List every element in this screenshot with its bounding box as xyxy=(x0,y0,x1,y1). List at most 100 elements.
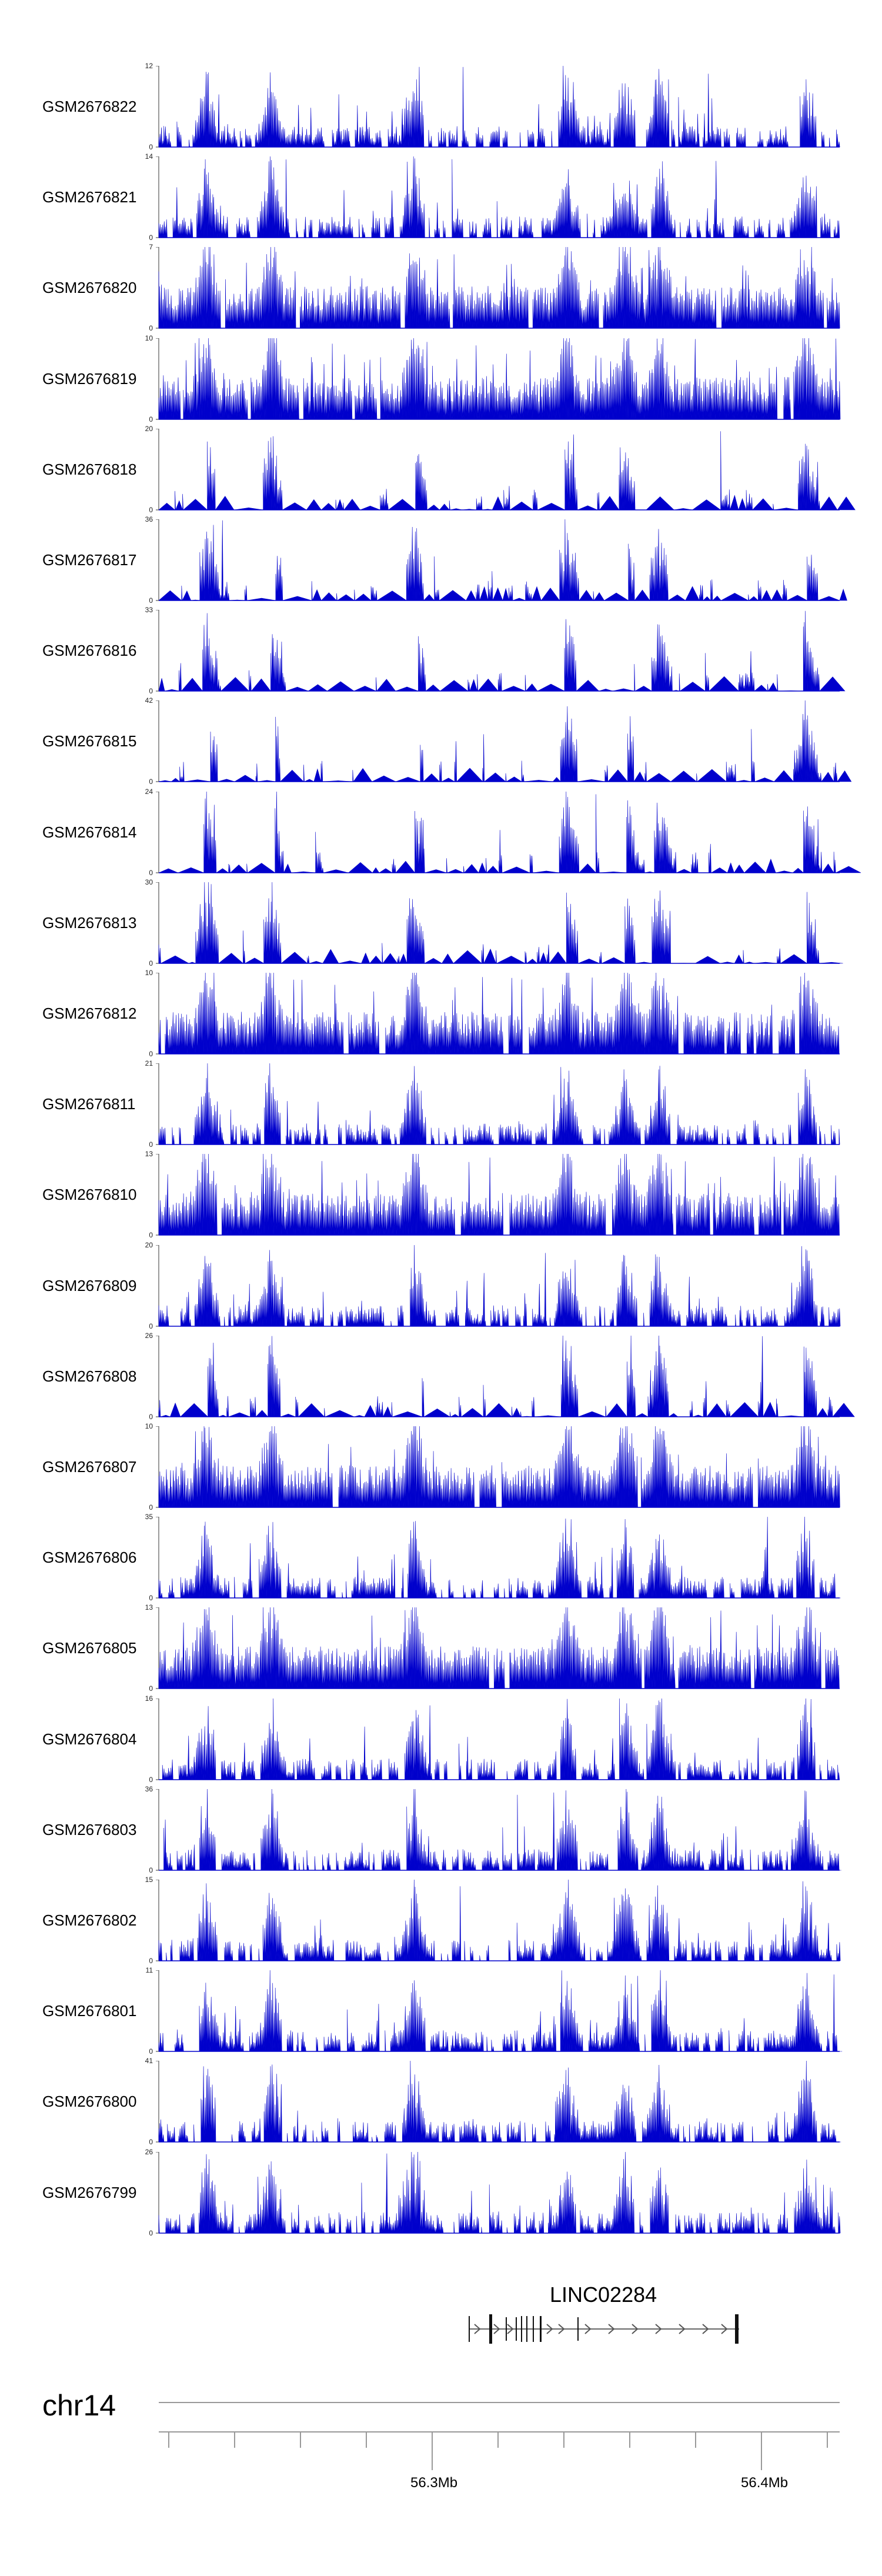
track-ymin-label: 0 xyxy=(149,1775,153,1784)
coverage-track xyxy=(156,1154,840,1236)
track-ymax-label: 26 xyxy=(145,2147,153,2156)
track-ymax-label: 15 xyxy=(145,1876,153,1884)
track-ymin-label: 0 xyxy=(149,596,153,605)
gene-exon xyxy=(521,2316,522,2342)
track-label: GSM2676816 xyxy=(42,642,137,660)
coverage-track xyxy=(156,1426,840,1508)
track-y-axis xyxy=(156,610,159,692)
track-label: GSM2676818 xyxy=(42,460,137,478)
track-y-axis xyxy=(156,1426,159,1508)
track-y-axis xyxy=(156,1607,159,1689)
track-y-axis xyxy=(156,1970,159,2052)
track-ymax-label: 12 xyxy=(145,62,153,70)
coverage-track xyxy=(156,247,840,329)
track-label: GSM2676813 xyxy=(42,913,137,932)
track-y-axis xyxy=(156,1335,159,1417)
track-ymax-label: 11 xyxy=(145,1966,153,1975)
track-label: GSM2676814 xyxy=(42,823,137,841)
track-ymin-label: 0 xyxy=(149,233,153,242)
track-label: GSM2676808 xyxy=(42,1367,137,1385)
track-ymin-label: 0 xyxy=(149,1957,153,1965)
track-ymax-label: 16 xyxy=(145,1694,153,1703)
track-label: GSM2676800 xyxy=(42,2093,137,2111)
coverage-area xyxy=(158,791,861,873)
coverage-area xyxy=(158,1154,840,1236)
coverage-track xyxy=(156,519,847,602)
gene-exon xyxy=(506,2317,507,2341)
track-ymin-label: 0 xyxy=(149,868,153,877)
coverage-track xyxy=(156,1698,840,1780)
coverage-area xyxy=(158,1244,841,1326)
coverage-area xyxy=(158,156,840,238)
track-y-axis xyxy=(156,428,159,510)
track-y-axis xyxy=(156,2061,159,2143)
coverage-track xyxy=(156,1880,841,1961)
gene-exon xyxy=(516,2317,517,2341)
strand-arrow xyxy=(632,2324,639,2334)
track-ymax-label: 33 xyxy=(145,606,153,615)
coverage-track xyxy=(156,156,840,238)
track-y-axis xyxy=(156,156,159,238)
track-y-axis xyxy=(156,791,159,873)
coverage-track xyxy=(156,338,841,420)
track-label: GSM2676804 xyxy=(42,1730,137,1748)
gene-exon xyxy=(540,2316,542,2342)
track-ymax-label: 35 xyxy=(145,1513,153,1521)
track-ymin-label: 0 xyxy=(149,324,153,333)
coverage-track xyxy=(156,2151,841,2234)
track-ymin-label: 0 xyxy=(149,143,153,151)
track-ymax-label: 21 xyxy=(145,1059,153,1068)
track-ymin-label: 0 xyxy=(149,1684,153,1693)
coverage-track xyxy=(156,428,856,510)
track-ymax-label: 41 xyxy=(145,2057,153,2066)
track-y-axis xyxy=(156,1788,159,1871)
track-ymin-label: 0 xyxy=(149,2138,153,2147)
track-label: GSM2676803 xyxy=(42,1820,137,1838)
strand-arrow xyxy=(679,2324,686,2334)
coverage-area xyxy=(159,1788,841,1871)
track-ymin-label: 0 xyxy=(149,1050,153,1058)
coverage-track xyxy=(156,1335,855,1417)
track-ymax-label: 13 xyxy=(145,1150,153,1159)
track-ymax-label: 10 xyxy=(145,969,153,977)
track-ymax-label: 26 xyxy=(145,1331,153,1340)
track-ymin-label: 0 xyxy=(149,687,153,696)
track-ymin-label: 0 xyxy=(149,1231,153,1240)
strand-arrow xyxy=(546,2324,553,2334)
track-ymax-label: 13 xyxy=(145,1603,153,1612)
track-ymin-label: 0 xyxy=(149,415,153,423)
track-y-axis xyxy=(156,519,159,601)
track-label: GSM2676807 xyxy=(42,1458,137,1476)
track-label: GSM2676805 xyxy=(42,1639,137,1657)
track-y-axis xyxy=(156,1517,159,1599)
coverage-area xyxy=(158,2061,841,2143)
strand-arrow xyxy=(493,2324,500,2334)
track-ymax-label: 14 xyxy=(145,152,153,161)
track-label: GSM2676815 xyxy=(42,732,137,750)
coverage-track xyxy=(156,882,843,964)
track-label: GSM2676802 xyxy=(42,1911,137,1929)
track-ymax-label: 36 xyxy=(145,515,153,523)
strand-arrow xyxy=(721,2324,728,2334)
track-ymin-label: 0 xyxy=(149,1503,153,1511)
strand-arrow xyxy=(507,2324,514,2334)
coverage-area xyxy=(158,1970,843,2052)
coverage-track xyxy=(156,973,840,1055)
coverage-area xyxy=(158,338,841,419)
track-ymax-label: 30 xyxy=(145,877,153,886)
coverage-area xyxy=(158,1335,855,1417)
track-y-axis xyxy=(156,338,159,420)
coverage-area xyxy=(158,1880,841,1961)
gene-exon xyxy=(469,2316,470,2342)
axis-tick-label-2: 56.4Mb xyxy=(741,2475,789,2491)
coverage-track xyxy=(156,791,861,873)
gene-exon xyxy=(489,2314,492,2344)
track-ymax-label: 20 xyxy=(145,1240,153,1249)
coverage-track xyxy=(156,1970,843,2052)
track-y-axis xyxy=(156,1698,159,1780)
track-ymax-label: 7 xyxy=(149,243,153,252)
coverage-tracks: GSM2676822 12 0 GSM2676821 14 0 GSM2676820 7 0 GS… xyxy=(42,62,861,2237)
strand-arrow xyxy=(474,2324,481,2334)
gene-label: LINC02284 xyxy=(550,2283,657,2307)
